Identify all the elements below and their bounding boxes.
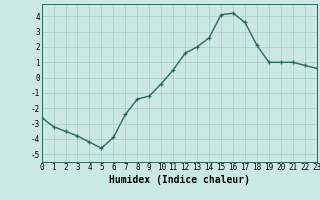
X-axis label: Humidex (Indice chaleur): Humidex (Indice chaleur): [109, 175, 250, 185]
